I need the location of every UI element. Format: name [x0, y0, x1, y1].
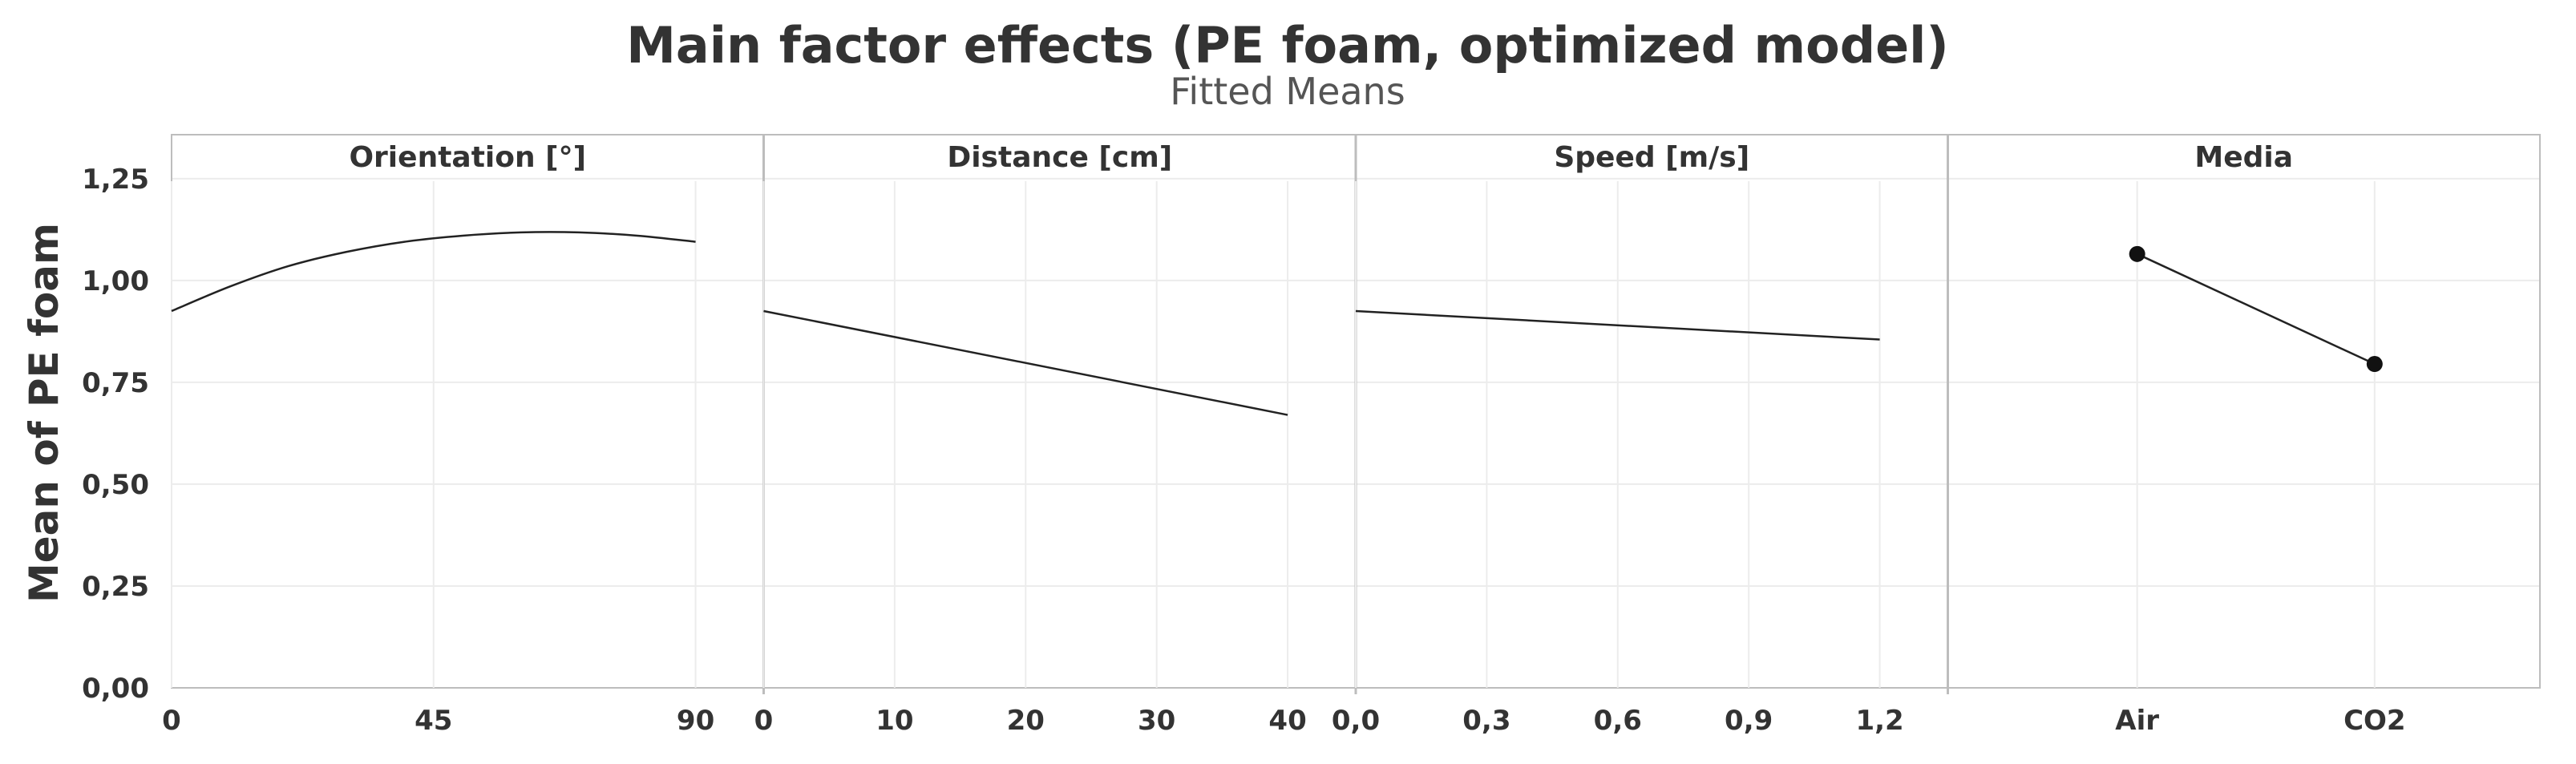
- x-tick-label: 30: [1138, 705, 1175, 737]
- y-tick-label: 1,25: [82, 164, 149, 196]
- chart-title: Main factor effects (PE foam, optimized …: [626, 16, 1949, 75]
- x-tick-label: 0: [162, 705, 181, 737]
- panel-label: Speed [m/s]: [1554, 141, 1749, 174]
- y-tick-label: 1,00: [82, 265, 149, 297]
- x-tick-label: 10: [876, 705, 913, 737]
- panel-label: Distance [cm]: [947, 141, 1172, 174]
- x-tick-label: 20: [1007, 705, 1045, 737]
- y-tick-label: 0,25: [82, 571, 149, 603]
- media-point-co2: [2366, 356, 2383, 373]
- chart-subtitle: Fitted Means: [1170, 70, 1405, 113]
- panel-label: Orientation [°]: [349, 141, 586, 174]
- x-tick-label: 90: [677, 705, 714, 737]
- y-tick-label: 0,75: [82, 367, 149, 399]
- effect-line-1: [763, 309, 1288, 416]
- effect-line-0: [171, 231, 696, 313]
- y-tick-label: 0,00: [82, 673, 149, 705]
- y-axis-label: Mean of PE foam: [21, 223, 67, 603]
- x-tick-label: 0: [754, 705, 774, 737]
- x-tick-label: CO2: [2343, 705, 2406, 737]
- media-effect-line: [2137, 253, 2376, 366]
- panel-label: Media: [2194, 141, 2293, 174]
- x-tick-label: Air: [2115, 705, 2159, 737]
- x-tick-label: 0,0: [1332, 705, 1380, 737]
- media-point-air: [2129, 245, 2145, 262]
- y-tick-label: 0,50: [82, 469, 149, 501]
- x-tick-label: 45: [415, 705, 452, 737]
- x-tick-label: 0,9: [1725, 705, 1773, 737]
- effect-line-2: [1355, 309, 1880, 341]
- x-tick-label: 40: [1268, 705, 1306, 737]
- x-tick-label: 0,6: [1594, 705, 1642, 737]
- x-tick-label: 1,2: [1855, 705, 1903, 737]
- x-tick-label: 0,3: [1462, 705, 1510, 737]
